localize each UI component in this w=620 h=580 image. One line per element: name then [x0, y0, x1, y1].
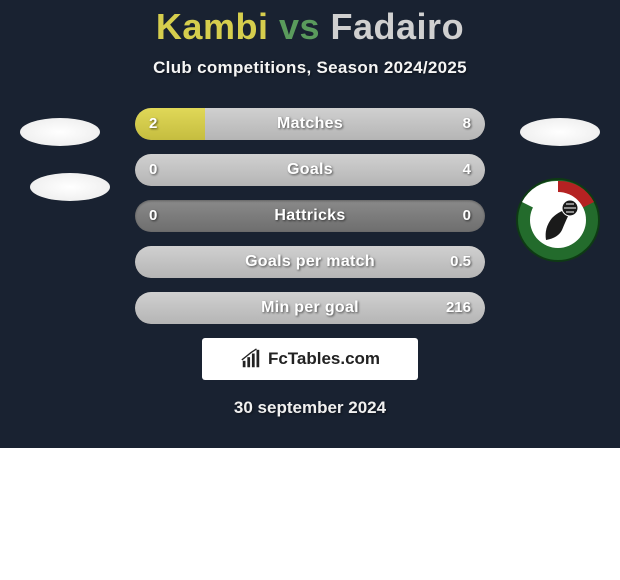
stat-label: Matches	[135, 108, 485, 140]
player1-club-logo-2	[30, 173, 110, 201]
stat-value-right: 0.5	[450, 246, 471, 278]
stat-row: Matches2 8	[135, 108, 485, 140]
brand-text: FcTables.com	[268, 349, 380, 369]
player1-club-logo-1	[20, 118, 100, 146]
stat-row: Min per goal216	[135, 292, 485, 324]
player1-name: Kambi	[156, 6, 269, 47]
stat-value-right: 4	[463, 154, 471, 186]
stat-row: Goals0 4	[135, 154, 485, 186]
stat-value-left: 2	[149, 108, 157, 140]
title-vs: vs	[279, 6, 320, 47]
stat-label: Goals	[135, 154, 485, 186]
stat-value-right: 8	[463, 108, 471, 140]
stat-label: Hattricks	[135, 200, 485, 232]
stat-label: Min per goal	[135, 292, 485, 324]
chart-icon	[240, 348, 262, 370]
page-title: Kambi vs Fadairo	[0, 6, 620, 48]
stat-row: Goals per match0.5	[135, 246, 485, 278]
stat-value-left: 0	[149, 200, 157, 232]
subtitle: Club competitions, Season 2024/2025	[0, 58, 620, 78]
date-text: 30 september 2024	[0, 398, 620, 418]
player2-name: Fadairo	[331, 6, 465, 47]
tatran-badge-icon	[516, 178, 600, 262]
stat-value-right: 216	[446, 292, 471, 324]
stat-value-right: 0	[463, 200, 471, 232]
stat-value-left: 0	[149, 154, 157, 186]
brand-badge: FcTables.com	[202, 338, 418, 380]
player2-club-logo-2	[516, 178, 600, 267]
stat-label: Goals per match	[135, 246, 485, 278]
stat-row: Hattricks0 0	[135, 200, 485, 232]
player2-club-logo-1	[520, 118, 600, 146]
stats-block: Matches28Goals04Hattricks00Goals per mat…	[135, 108, 485, 324]
